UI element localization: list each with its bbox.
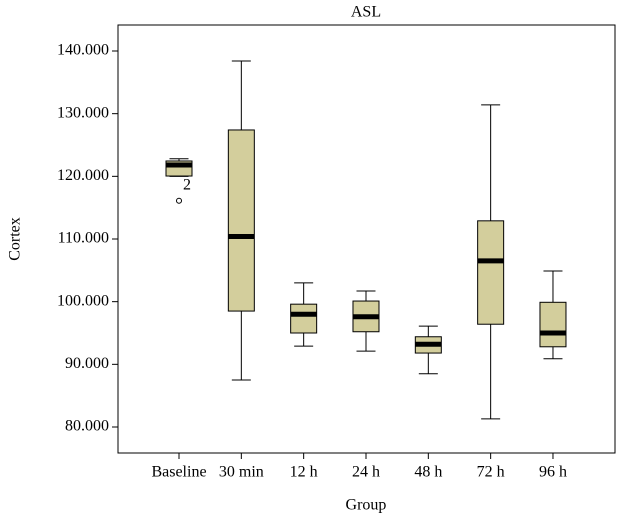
y-tick-label: 120.000 — [57, 167, 109, 184]
y-tick-label: 130.000 — [57, 104, 109, 121]
chart-title: ASL — [351, 4, 381, 21]
y-tick-label: 140.000 — [57, 42, 109, 59]
outlier — [176, 197, 182, 204]
x-tick-label: 24 h — [352, 464, 380, 481]
y-tick-label: 100.000 — [57, 292, 109, 309]
x-tick-label: 96 h — [539, 464, 567, 481]
x-tick-label: 30 min — [219, 464, 264, 481]
y-tick-label: 110.000 — [58, 230, 109, 247]
y-tick-label: 80.000 — [65, 418, 109, 435]
outlier-label: 2 — [183, 176, 191, 193]
box — [227, 129, 255, 312]
x-tick-label: Baseline — [151, 464, 206, 481]
plot-frame — [117, 24, 616, 454]
box — [290, 303, 318, 334]
x-tick-label: 48 h — [414, 464, 442, 481]
x-tick-label: 72 h — [477, 464, 505, 481]
x-tick-label: 12 h — [290, 464, 318, 481]
x-axis-label: Group — [346, 497, 387, 514]
box — [477, 220, 505, 325]
y-tick-label: 90.000 — [65, 355, 109, 372]
y-axis-label: Cortex — [7, 217, 24, 261]
box — [539, 301, 567, 348]
